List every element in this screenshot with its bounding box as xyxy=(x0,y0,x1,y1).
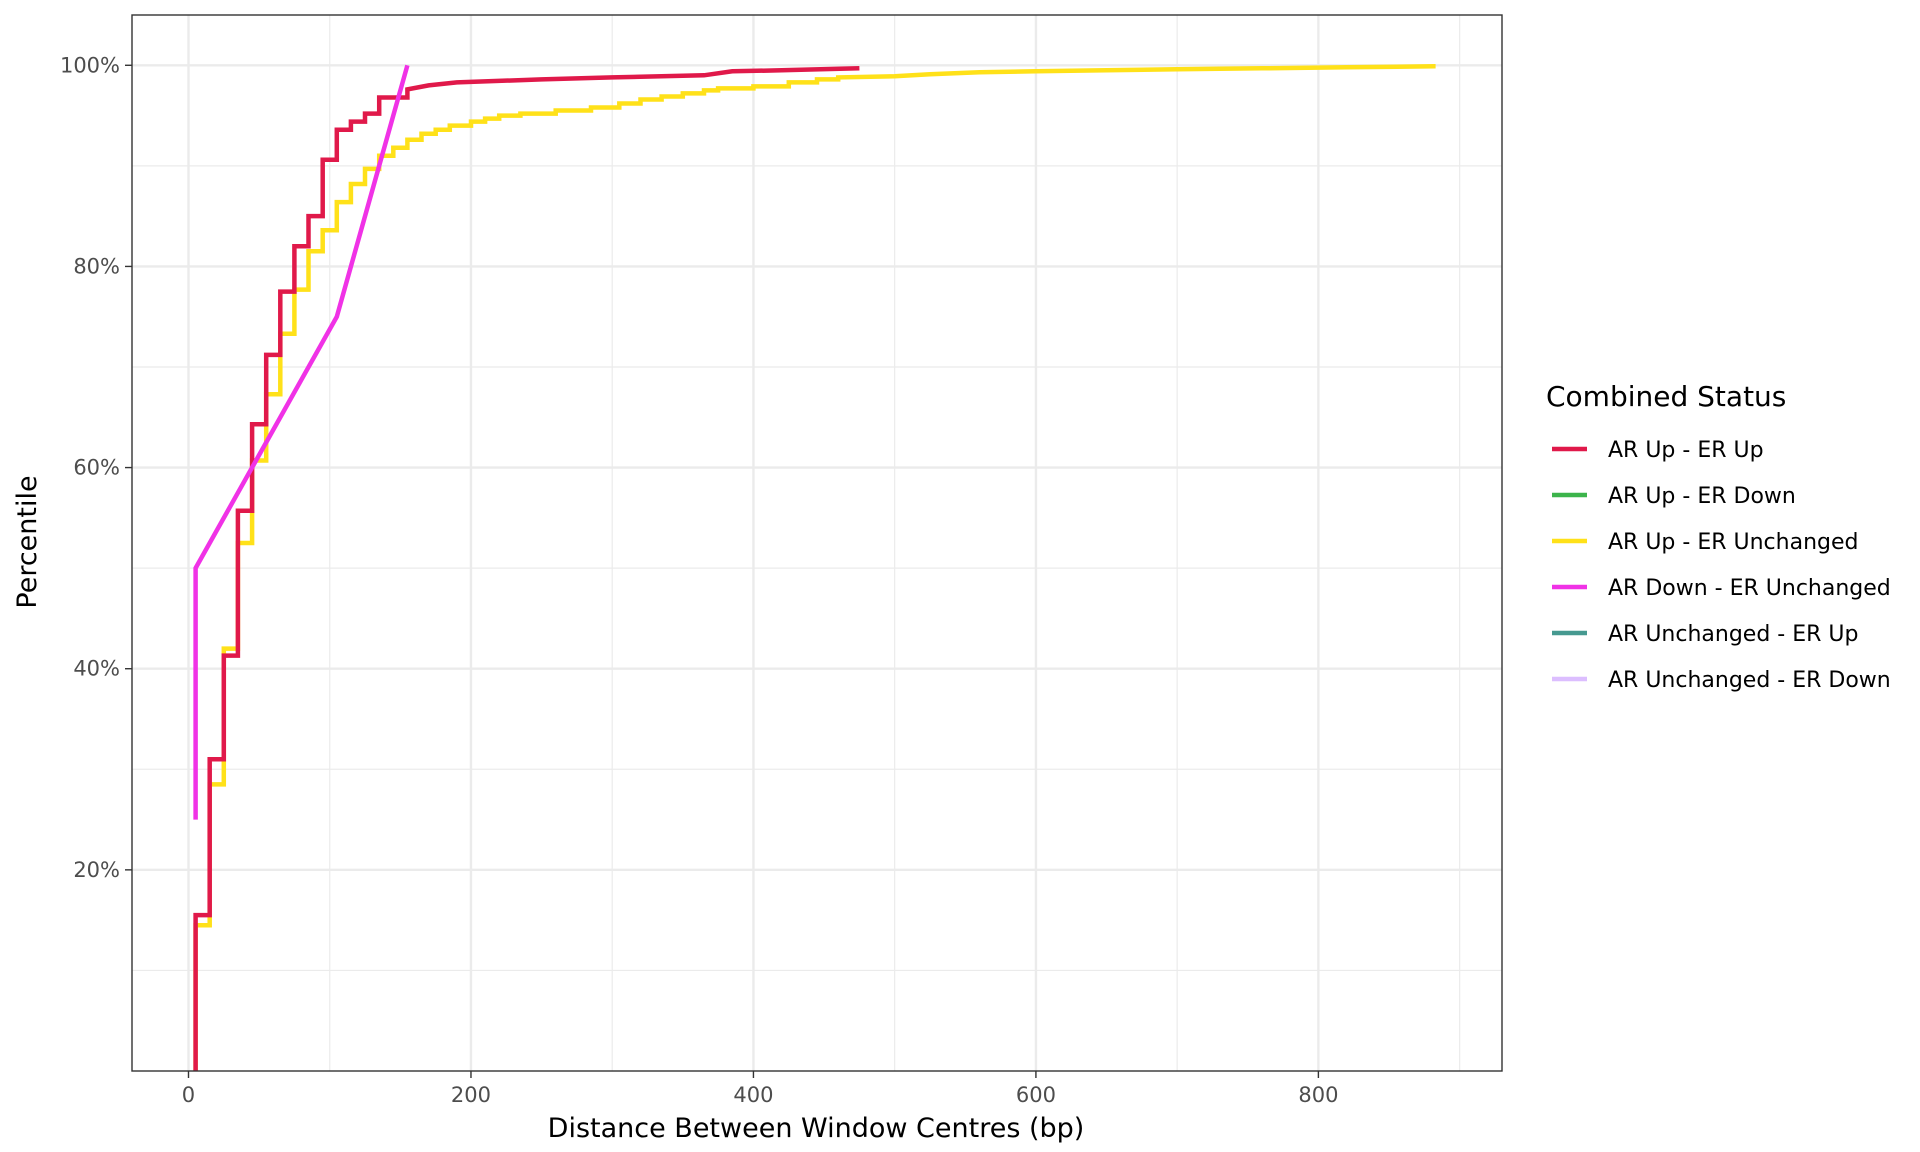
y-tick-label: 20% xyxy=(73,858,120,882)
x-tick-label: 400 xyxy=(733,1083,773,1107)
legend-label: AR Unchanged - ER Up xyxy=(1608,622,1858,647)
legend-label: AR Up - ER Down xyxy=(1608,484,1796,509)
x-tick-label: 800 xyxy=(1298,1083,1338,1107)
major-gridlines xyxy=(132,15,1502,1071)
series-line-ar-up-er-up xyxy=(193,66,860,1071)
legend-label: AR Up - ER Unchanged xyxy=(1608,530,1858,555)
y-tick-label: 60% xyxy=(73,456,120,480)
series-lines xyxy=(193,64,1436,1071)
legend-title: Combined Status xyxy=(1546,380,1786,413)
series-line-ar-down-er-unchanged xyxy=(193,64,410,820)
legend-label: AR Unchanged - ER Down xyxy=(1608,668,1891,693)
y-tick-label: 80% xyxy=(73,254,120,278)
panel-border xyxy=(131,14,1503,1072)
x-axis: 0 200 400 600 800 xyxy=(182,1071,1338,1107)
x-tick-label: 200 xyxy=(451,1083,491,1107)
x-tick-label: 600 xyxy=(1016,1083,1056,1107)
legend: Combined Status AR Up - ER Up AR Up - ER … xyxy=(1546,380,1891,693)
minor-gridlines xyxy=(132,15,1502,1071)
legend-label: AR Down - ER Unchanged xyxy=(1608,576,1891,601)
x-axis-title: Distance Between Window Centres (bp) xyxy=(548,1113,1085,1144)
y-tick-label: 100% xyxy=(60,53,120,77)
legend-label: AR Up - ER Up xyxy=(1608,438,1764,463)
y-tick-label: 40% xyxy=(73,657,120,681)
y-axis-title: Percentile xyxy=(12,475,43,608)
y-axis: 20% 40% 60% 80% 100% xyxy=(60,53,132,882)
x-tick-label: 0 xyxy=(182,1083,195,1107)
